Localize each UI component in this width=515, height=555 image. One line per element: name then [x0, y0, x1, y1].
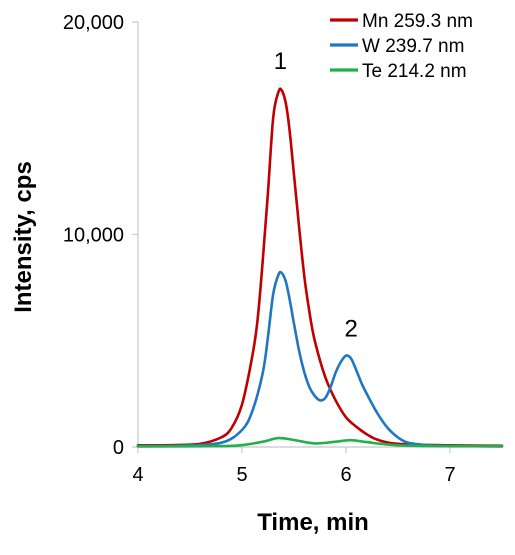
y-tick-label: 20,000 [63, 12, 124, 34]
x-axis-label: Time, min [257, 509, 369, 536]
series-line-w [136, 270, 504, 448]
annotation-layer: 12 [274, 48, 358, 343]
y-tick-label: 0 [113, 437, 124, 459]
legend: Mn 259.3 nm W 239.7 nm Te 214.2 nm [330, 11, 473, 82]
legend-label-mn: Mn 259.3 nm [362, 11, 473, 32]
y-tick-label: 10,000 [63, 225, 124, 247]
series-line-mn [136, 87, 504, 447]
peak-label-2: 2 [345, 316, 358, 343]
x-tick-label: 5 [236, 464, 247, 486]
peak-label-1: 1 [274, 48, 287, 75]
x-tick-label: 6 [340, 464, 351, 486]
legend-label-te: Te 214.2 nm [362, 61, 467, 82]
y-axis-label: Intensity, cps [10, 161, 37, 313]
series-line-te [136, 436, 504, 448]
legend-label-w: W 239.7 nm [362, 36, 464, 57]
x-tick-label: 4 [132, 464, 143, 486]
x-tick-label: 7 [444, 464, 455, 486]
series-layer [136, 87, 504, 448]
axes-layer: 0 10,000 20,000 4 5 6 7 [63, 12, 502, 486]
